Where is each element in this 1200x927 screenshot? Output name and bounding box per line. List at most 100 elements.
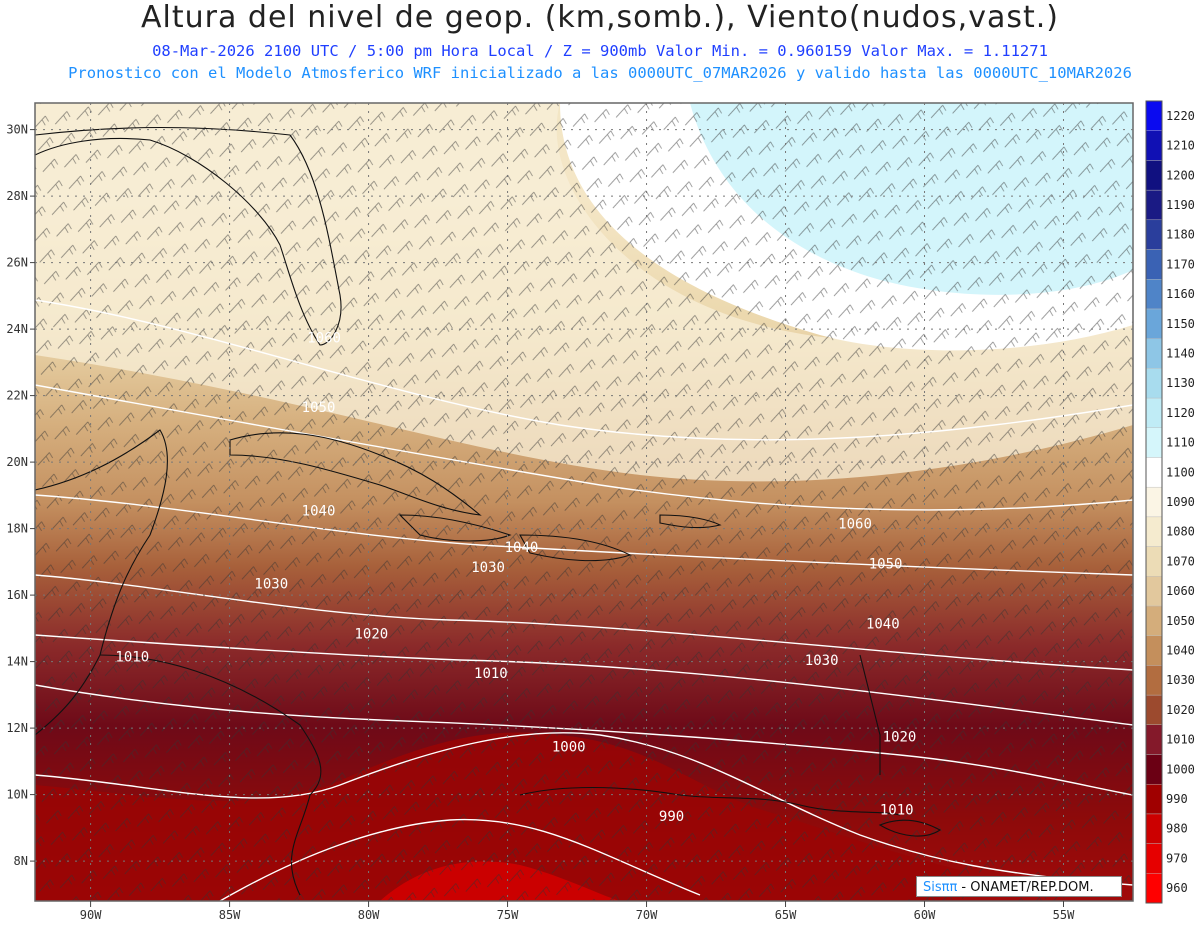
colorbar-swatch (1145, 516, 1163, 547)
colorbar-label: 1050 (1166, 614, 1195, 628)
shaded-field (35, 103, 1133, 901)
colorbar-label: 1040 (1166, 644, 1195, 658)
contour-label: 1040 (505, 540, 539, 556)
colorbar-label: 1130 (1166, 376, 1195, 390)
contour-labels: 1060105010401030102010101010100099010401… (115, 330, 916, 825)
colorbar: 960 970 980 990 1000 1010 1020 1030 1040 1050 1060… (1145, 100, 1195, 904)
colorbar-label: 1020 (1166, 703, 1195, 717)
lat-tick-label: 22N (6, 389, 28, 403)
colorbar-swatch (1145, 457, 1163, 488)
colorbar-label: 1140 (1166, 346, 1195, 360)
lon-tick-label: 55W (1053, 908, 1075, 922)
contour-label: 1050 (302, 400, 336, 416)
colorbar-label: 1080 (1166, 525, 1195, 539)
colorbar-swatch (1145, 219, 1163, 250)
colorbar-swatch (1145, 279, 1163, 310)
colorbar-label: 1160 (1166, 287, 1195, 301)
lon-tick-label: 90W (80, 908, 102, 922)
lat-tick-label: 14N (6, 655, 28, 669)
latitude-axis: 8N 10N 12N 14N 16N 18N 20N 22N 24N 26N 28N 30N (6, 123, 35, 868)
longitude-axis: 90W 85W 80W 75W 70W 65W 60W 55W (80, 901, 1075, 922)
colorbar-label: 1090 (1166, 495, 1195, 509)
colorbar-swatch (1145, 665, 1163, 696)
colorbar-swatch (1145, 160, 1163, 191)
lon-tick-label: 80W (358, 908, 380, 922)
contour-label: 1060 (838, 517, 872, 533)
colorbar-label: 1000 (1166, 762, 1195, 776)
colorbar-label: 1120 (1166, 406, 1195, 420)
colorbar-label: 1100 (1166, 465, 1195, 479)
colorbar-label: 1060 (1166, 584, 1195, 598)
colorbar-label: 1070 (1166, 554, 1195, 568)
colorbar-frame (1145, 100, 1163, 904)
contour-label: 1040 (302, 503, 336, 519)
colorbar-label: 1030 (1166, 673, 1195, 687)
lon-tick-label: 85W (219, 908, 241, 922)
colorbar-swatch (1145, 100, 1163, 131)
plot-frame (34, 102, 1134, 902)
lat-tick-label: 18N (6, 522, 28, 536)
lat-tick-label: 12N (6, 721, 28, 735)
lon-tick-label: 70W (636, 908, 658, 922)
credit-box: Sisππ - ONAMET/REP.DOM. (916, 876, 1122, 897)
colorbar-swatch (1145, 873, 1163, 904)
lat-lon-grid (35, 103, 1133, 901)
colorbar-swatch (1145, 605, 1163, 636)
contour-label: 1030 (805, 653, 839, 669)
lat-tick-label: 16N (6, 588, 28, 602)
colorbar-label: 1220 (1166, 109, 1195, 123)
lat-tick-label: 20N (6, 455, 28, 469)
colorbar-label: 980 (1166, 822, 1188, 836)
colorbar-swatch (1145, 635, 1163, 666)
colorbar-swatch (1145, 308, 1163, 339)
lon-tick-label: 60W (914, 908, 936, 922)
contour-label: 1050 (869, 557, 903, 573)
colorbar-label: 1190 (1166, 198, 1195, 212)
colorbar-label: 1200 (1166, 168, 1195, 182)
colorbar-swatch (1145, 397, 1163, 428)
contour-label: 1030 (471, 560, 505, 576)
colorbar-swatch (1145, 546, 1163, 577)
lon-tick-label: 75W (497, 908, 519, 922)
colorbar-label: 1150 (1166, 317, 1195, 331)
colorbar-swatch (1145, 576, 1163, 607)
contour-label: 1010 (474, 666, 508, 682)
colorbar-swatch (1145, 754, 1163, 785)
contour-label: 1000 (552, 739, 586, 755)
contour-label: 1040 (866, 616, 900, 632)
colorbar-label: 1170 (1166, 257, 1195, 271)
colorbar-swatch (1145, 724, 1163, 755)
lat-tick-label: 8N (14, 854, 28, 868)
lat-tick-label: 30N (6, 123, 28, 137)
colorbar-swatch (1145, 427, 1163, 458)
colorbar-swatch (1145, 368, 1163, 399)
credit-brand: Sisππ (923, 880, 958, 895)
contour-lines (35, 299, 1133, 901)
contour-label: 1010 (115, 650, 149, 666)
contour-label: 1020 (354, 626, 388, 642)
lat-tick-label: 26N (6, 256, 28, 270)
colorbar-swatch (1145, 338, 1163, 369)
map-title: Altura del nivel de geop. (km,somb.), Vi… (141, 0, 1059, 35)
contour-label: 1020 (883, 729, 917, 745)
colorbar-swatch (1145, 249, 1163, 280)
colorbar-label: 1010 (1166, 733, 1195, 747)
colorbar-swatch (1145, 783, 1163, 815)
contour-label: 1060 (307, 330, 341, 346)
colorbar-label: 1210 (1166, 139, 1195, 153)
lat-tick-label: 24N (6, 322, 28, 336)
forecast-time-subtitle: 08-Mar-2026 2100 UTC / 5:00 pm Hora Loca… (152, 42, 1048, 60)
contour-label: 1030 (254, 576, 288, 592)
colorbar-swatch (1145, 130, 1163, 161)
colorbar-label: 1110 (1166, 436, 1195, 450)
colorbar-label: 960 (1166, 881, 1188, 895)
lat-tick-label: 28N (6, 189, 28, 203)
colorbar-label: 990 (1166, 792, 1188, 806)
colorbar-label: 970 (1166, 851, 1188, 865)
geopotential-height-map: 90W 85W 80W 75W 70W 65W 60W 55W 8N 10N 12N 14N 16N 1… (6, 100, 1195, 922)
colorbar-swatch (1145, 843, 1163, 874)
coastlines (35, 126, 942, 896)
credit-org: - ONAMET/REP.DOM. (957, 880, 1094, 895)
lat-tick-label: 10N (6, 788, 28, 802)
colorbar-swatch (1145, 486, 1163, 518)
